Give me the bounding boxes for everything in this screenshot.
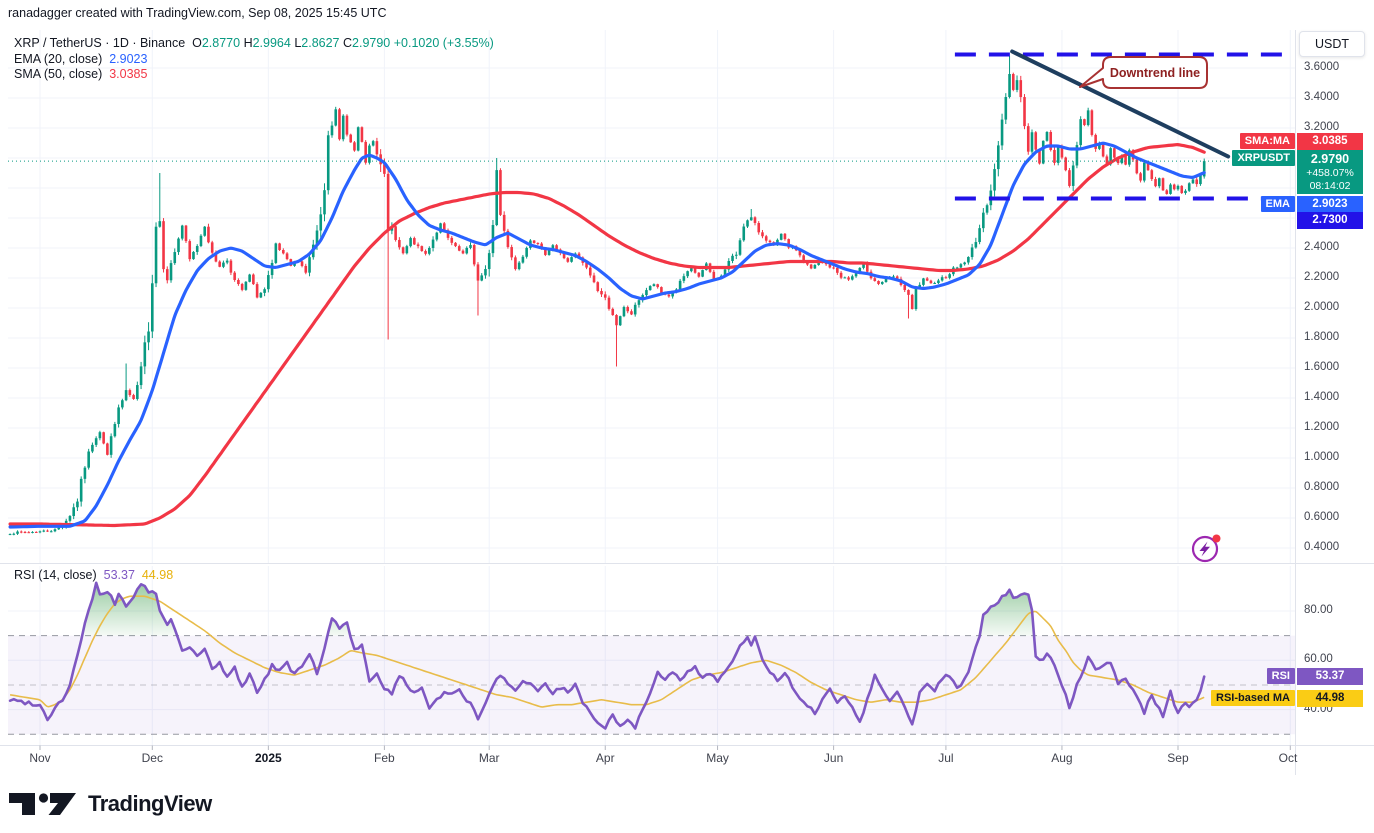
- ohlc-values: O2.8770 H2.9964 L2.8627 C2.9790 +0.1020 …: [192, 36, 494, 50]
- sma-label: SMA (50, close): [14, 67, 103, 81]
- sma-floating-label: SMA:MA: [1239, 133, 1295, 149]
- tradingview-logo[interactable]: TradingView: [8, 789, 212, 819]
- rsi-label: RSI (14, close): [14, 568, 97, 582]
- price-tick-label: 1.8000: [1304, 331, 1340, 343]
- time-axis-label: Oct: [1278, 751, 1298, 765]
- price-tick-label: 0.4000: [1304, 541, 1340, 553]
- rsi-ma-value: 44.98: [141, 568, 174, 582]
- open-label: O: [192, 36, 202, 50]
- price-tick-label: 2.2000: [1304, 271, 1340, 283]
- close-label: C: [342, 36, 353, 50]
- price-tick-label: 2.0000: [1304, 301, 1340, 313]
- time-axis-label: Apr: [595, 751, 615, 765]
- change-value: +0.1020 (+3.55%): [393, 36, 494, 50]
- time-axis-label: Aug: [1051, 751, 1073, 765]
- price-tick-label: 0.8000: [1304, 481, 1340, 493]
- time-axis-label: Jul: [938, 751, 954, 765]
- sma-legend-row: SMA (50, close) 3.0385: [14, 67, 494, 83]
- currency-toggle-button[interactable]: USDT: [1299, 31, 1365, 57]
- price-tick-label: 1.2000: [1304, 421, 1340, 433]
- ema-price-tag: 2.9023: [1297, 196, 1363, 213]
- time-axis-label: Feb: [374, 751, 395, 765]
- price-tick-label: 1.6000: [1304, 361, 1340, 373]
- sma-value: 3.0385: [109, 67, 148, 81]
- price-tick-label: 3.4000: [1304, 91, 1340, 103]
- time-axis-label: Mar: [478, 751, 500, 765]
- time-axis-label: Sep: [1167, 751, 1189, 765]
- price-tick-label: 3.2000: [1304, 121, 1340, 133]
- rsi-ma-value-tag: 44.98: [1297, 690, 1363, 707]
- time-axis-label: Jun: [823, 751, 844, 765]
- ema-floating-label: EMA: [1260, 196, 1295, 212]
- rsi-value: 53.37: [103, 568, 135, 582]
- svg-text:Downtrend line: Downtrend line: [1110, 66, 1200, 80]
- rsi-value-tag: 53.37: [1297, 668, 1363, 685]
- symbol-title-row: XRP / TetherUS · 1D · Binance O2.8770 H2…: [14, 36, 494, 52]
- open-value: 2.8770: [201, 36, 241, 50]
- ema-value: 2.9023: [109, 51, 148, 66]
- price-tick-label: 3.6000: [1304, 61, 1340, 73]
- tradingview-logo-mark: [9, 793, 76, 815]
- time-axis-label: Dec: [141, 751, 163, 765]
- last-price: 2.9790: [1310, 152, 1350, 166]
- symbol-legend: XRP / TetherUS · 1D · Binance O2.8770 H2…: [14, 36, 494, 83]
- level-price-tag: 2.7300: [1297, 212, 1363, 229]
- rsi-tick-label: 60.00: [1304, 653, 1333, 666]
- time-axis-label: Nov: [29, 751, 51, 765]
- ema-label: EMA (20, close): [14, 51, 103, 66]
- symbol-title: XRP / TetherUS · 1D · Binance: [14, 36, 186, 50]
- rsi-tick-label: 80.00: [1304, 604, 1333, 616]
- low-value: 2.8627: [301, 36, 340, 50]
- downtrend-callout[interactable]: Downtrend line: [1079, 56, 1208, 89]
- close-value: 2.9790: [352, 36, 391, 50]
- bar-countdown: 08:14:02: [1309, 180, 1351, 192]
- last-price-tag: 2.9790 +458.07% 08:14:02: [1297, 150, 1363, 194]
- high-label: H: [243, 36, 253, 50]
- sma-price-tag: 3.0385: [1297, 133, 1363, 150]
- rsi-floating-label: RSI: [1266, 668, 1295, 684]
- price-tick-label: 2.4000: [1304, 241, 1340, 253]
- price-tick-label: 0.6000: [1304, 511, 1340, 523]
- low-label: L: [294, 36, 302, 50]
- time-axis-label: 2025: [254, 751, 282, 765]
- rsi-ma-floating-label: RSI-based MA: [1211, 690, 1295, 706]
- price-tick-label: 1.4000: [1304, 391, 1340, 403]
- time-axis-label: May: [706, 751, 729, 765]
- rsi-legend: RSI (14, close) 53.37 44.98: [14, 568, 173, 582]
- attribution-text: ranadagger created with TradingView.com,…: [8, 6, 387, 20]
- high-value: 2.9964: [252, 36, 291, 50]
- price-tick-label: 1.0000: [1304, 451, 1340, 463]
- symbol-floating-label: XRPUSDT: [1232, 150, 1295, 166]
- flash-icon[interactable]: [1189, 532, 1229, 564]
- change-percent: +458.07%: [1306, 167, 1354, 179]
- tradingview-logo-text: TradingView: [88, 791, 212, 816]
- ema-legend-row: EMA (20, close) 2.9023: [14, 52, 494, 68]
